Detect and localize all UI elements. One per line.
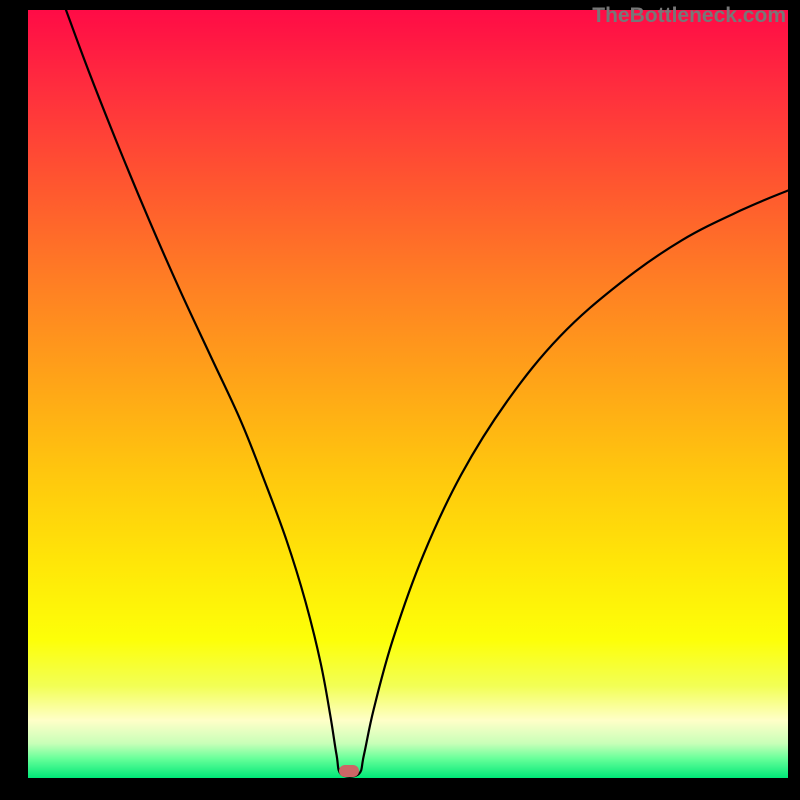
watermark-text: TheBottleneck.com [592, 4, 786, 28]
gradient-background [28, 10, 788, 778]
plot-area [28, 10, 788, 778]
optimum-marker [339, 765, 359, 777]
plot-svg [28, 10, 788, 778]
